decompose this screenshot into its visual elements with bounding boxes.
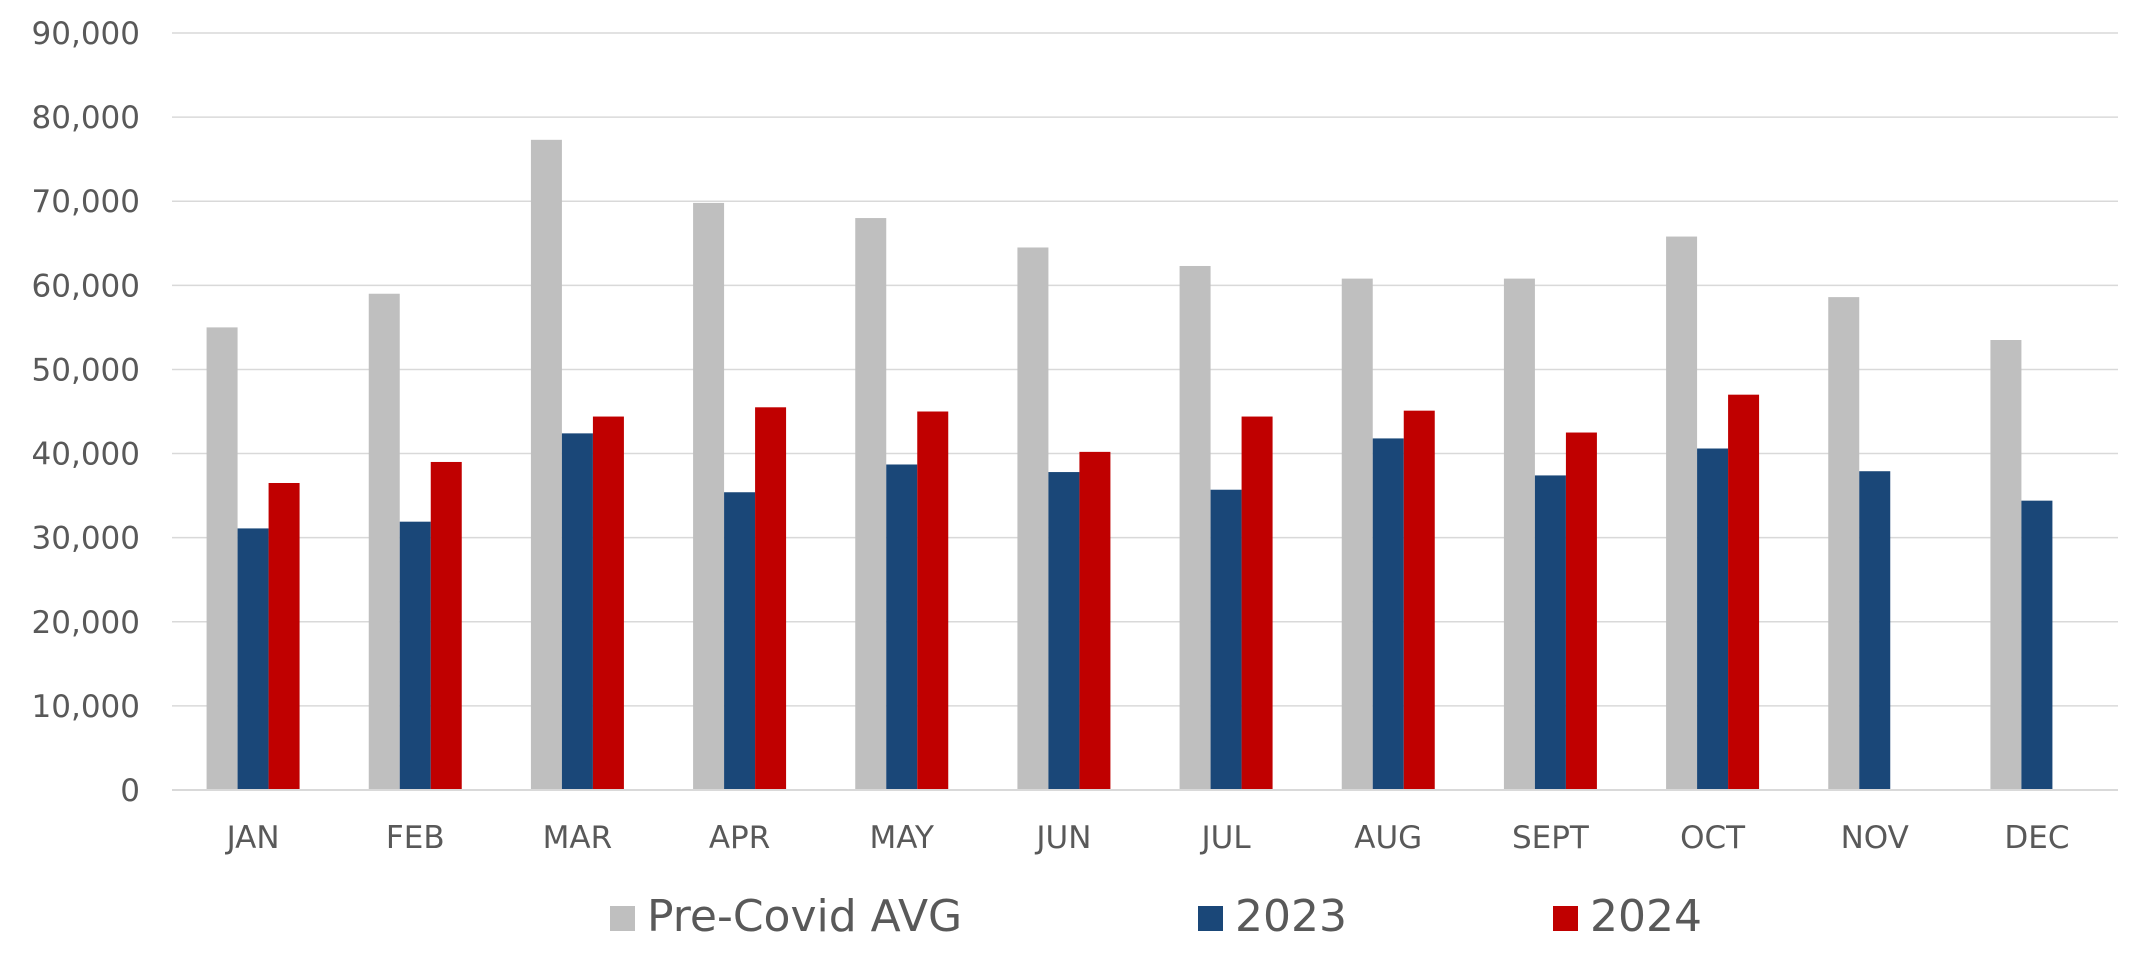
bar-2024-mar <box>592 416 624 790</box>
bar-pre-covid-avg-may <box>855 218 887 791</box>
bar-2024-aug <box>1403 410 1435 790</box>
bar-pre-covid-avg-nov <box>1828 297 1860 790</box>
y-tick-label: 50,000 <box>32 352 140 388</box>
y-tick-label: 70,000 <box>32 184 140 220</box>
bar-2023-jan <box>237 528 269 790</box>
bar-2023-jun <box>1048 472 1080 790</box>
bar-2024-oct <box>1728 394 1760 790</box>
bar-2023-mar <box>561 433 593 790</box>
y-tick-label: 80,000 <box>32 100 140 136</box>
bar-2023-sept <box>1534 475 1566 790</box>
y-tick-label: 60,000 <box>32 268 140 304</box>
bar-2023-aug <box>1372 438 1404 790</box>
bar-2023-may <box>886 464 918 790</box>
x-tick-label: APR <box>709 820 770 856</box>
bar-pre-covid-avg-feb <box>368 293 400 790</box>
bar-2023-jul <box>1210 489 1242 790</box>
x-tick-label: OCT <box>1680 820 1746 856</box>
x-tick-label: NOV <box>1841 820 1909 856</box>
legend-swatch-2023 <box>1198 906 1223 931</box>
y-tick-label: 40,000 <box>32 437 140 473</box>
y-axis-tick-labels: 0 10,000 20,000 30,000 40,000 50,000 60,000 70,… <box>32 16 140 809</box>
bar-2023-feb <box>399 521 431 790</box>
x-tick-label: MAR <box>543 820 613 856</box>
bar-pre-covid-avg-sept <box>1503 278 1535 790</box>
bar-pre-covid-avg-jul <box>1179 265 1211 790</box>
legend-label-pre-covid-avg: Pre-Covid AVG <box>647 891 962 942</box>
bar-pre-covid-avg-mar <box>530 139 562 790</box>
x-axis-tick-labels: JAN FEB MAR APR MAY JUN JUL AUG SEPT OCT NOV DEC <box>225 820 2070 856</box>
y-tick-label: 10,000 <box>32 689 140 725</box>
y-tick-label: 20,000 <box>32 605 140 641</box>
bar-2023-nov <box>1859 471 1891 790</box>
x-tick-label: DEC <box>2004 820 2069 856</box>
legend-label-2024: 2024 <box>1590 891 1702 942</box>
y-tick-label: 90,000 <box>32 16 140 52</box>
legend-swatch-pre-covid-avg <box>610 906 635 931</box>
bar-2024-apr <box>755 407 787 790</box>
legend-label-2023: 2023 <box>1235 891 1347 942</box>
gridlines <box>172 32 2118 707</box>
bar-pre-covid-avg-jan <box>206 327 238 790</box>
x-tick-label: FEB <box>386 820 445 856</box>
bar-2023-dec <box>2021 500 2053 790</box>
bar-pre-covid-avg-oct <box>1666 236 1698 790</box>
y-tick-label: 0 <box>120 773 140 809</box>
bar-pre-covid-avg-jun <box>1017 247 1049 790</box>
bar-2024-may <box>917 411 949 790</box>
bars <box>206 139 2053 791</box>
bar-2023-apr <box>724 492 756 790</box>
bar-2024-jan <box>268 482 300 790</box>
bar-2023-oct <box>1697 448 1729 790</box>
bar-2024-jul <box>1241 416 1273 790</box>
legend-swatch-2024 <box>1553 906 1578 931</box>
bar-2024-sept <box>1565 432 1597 790</box>
x-tick-label: MAY <box>870 820 935 856</box>
bar-pre-covid-avg-aug <box>1341 278 1373 790</box>
x-tick-label: JAN <box>225 820 280 856</box>
x-tick-label: SEPT <box>1512 820 1590 856</box>
bar-pre-covid-avg-dec <box>1990 340 2022 790</box>
x-tick-label: JUN <box>1034 820 1091 856</box>
y-tick-label: 30,000 <box>32 521 140 557</box>
x-tick-label: AUG <box>1354 820 1422 856</box>
legend: Pre-Covid AVG 2023 2024 <box>610 891 1702 942</box>
bar-2024-feb <box>430 461 462 790</box>
bar-2024-jun <box>1079 451 1111 790</box>
x-tick-label: JUL <box>1200 820 1252 856</box>
bar-pre-covid-avg-apr <box>693 202 725 791</box>
